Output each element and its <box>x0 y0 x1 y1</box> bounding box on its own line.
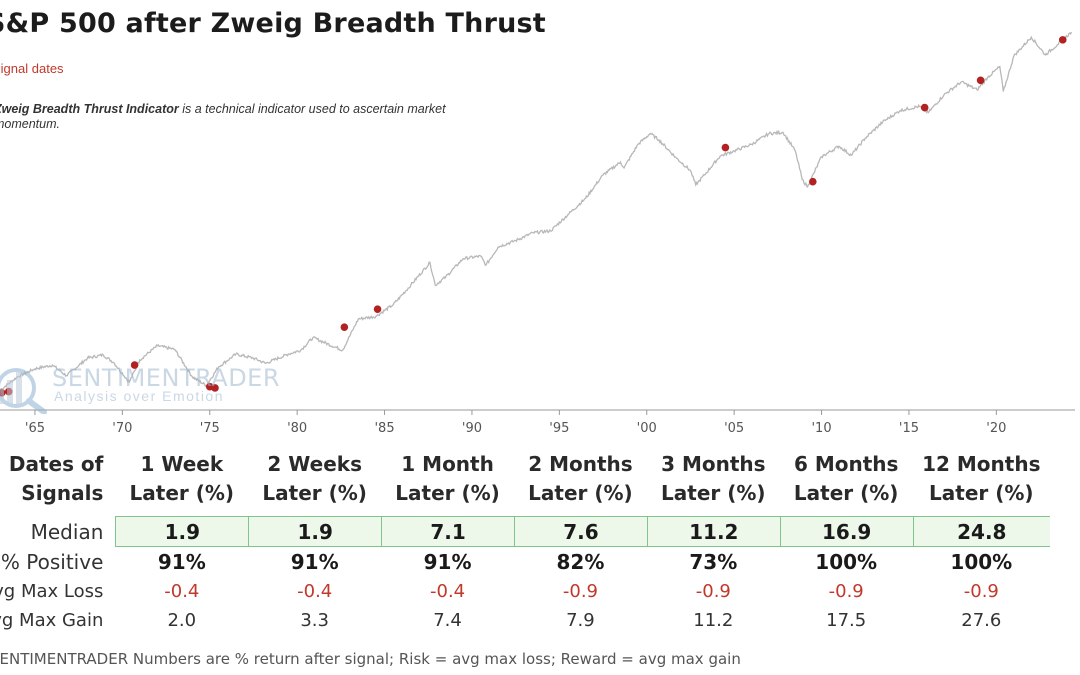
legend-signal-dates: Signal dates <box>0 61 64 76</box>
header-1-week: 1 Week Later (%) <box>129 452 235 505</box>
gain-12-months: 27.6 <box>961 610 1002 631</box>
signal-point <box>130 361 139 369</box>
loss-2-weeks: -0.4 <box>297 581 333 602</box>
row-max-gain: Avg Max Gain 2.0 3.3 7.4 7.9 11.2 17.5 2… <box>0 606 1050 635</box>
x-tick-label: '10 <box>811 421 831 436</box>
watermark-tagline: Analysis over Emotion <box>54 388 225 404</box>
gain-3-months: 11.2 <box>693 610 734 631</box>
chart-title: S&P 500 after Zweig Breadth Thrust <box>0 8 546 39</box>
signal-point <box>721 143 730 152</box>
positive-2-weeks: 91% <box>290 550 339 574</box>
header-2-months: 2 Months Later (%) <box>528 452 633 505</box>
x-tick-label: '15 <box>899 421 919 436</box>
x-tick-label: '00 <box>637 421 657 436</box>
signal-point <box>373 305 382 313</box>
indicator-description: is a technical indicator used to ascerta… <box>0 102 446 131</box>
header-signal-dates: Dates of Signals <box>8 452 104 505</box>
gain-2-weeks: 3.3 <box>300 610 329 631</box>
loss-12-months: -0.9 <box>963 581 999 602</box>
positive-1-week: 91% <box>157 550 206 574</box>
signal-point <box>211 384 219 392</box>
x-tick-label: '65 <box>25 421 45 436</box>
row-label-positive: % Positive <box>0 550 104 574</box>
median-2-weeks: 1.9 <box>248 516 382 547</box>
positive-3-months: 73% <box>689 550 738 574</box>
header-2-weeks: 2 Weeks Later (%) <box>262 452 367 505</box>
returns-table: Dates of Signals 1 Week Later (%) 2 Weeks L… <box>0 447 1050 635</box>
x-tick-label: '70 <box>112 421 132 436</box>
header-3-months: 3 Months Later (%) <box>661 452 766 505</box>
positive-1-month: 91% <box>423 550 472 574</box>
price-chart: '65 '70 '75 '80 '85 '90 '95 '00 '05 '10 '15 '20 <box>0 31 1075 436</box>
positive-12-months: 100% <box>950 550 1013 574</box>
median-1-week: 1.9 <box>115 516 249 547</box>
x-tick-label: '85 <box>374 421 394 436</box>
watermark: SENTIMENTRADER Analysis over Emotion <box>0 358 280 414</box>
gain-6-months: 17.5 <box>826 610 867 631</box>
median-3-months: 11.2 <box>646 516 780 547</box>
median-1-month: 7.1 <box>381 516 514 547</box>
x-tick-label: '05 <box>724 421 744 436</box>
header-6-months: 6 Months Later (%) <box>793 452 899 505</box>
x-tick-label: '80 <box>287 421 307 436</box>
median-6-months: 16.9 <box>779 516 913 547</box>
gain-1-month: 7.4 <box>433 610 462 631</box>
signal-point <box>920 103 929 112</box>
footer-note: SENTIMENTRADER Numbers are % return afte… <box>0 650 741 668</box>
x-tick-label: '75 <box>200 421 220 436</box>
x-tick-label: '20 <box>986 421 1006 436</box>
signal-point <box>976 76 985 85</box>
median-2-months: 7.6 <box>514 516 647 547</box>
header-12-months: 12 Months Later (%) <box>922 452 1041 505</box>
positive-6-months: 100% <box>815 550 878 574</box>
signal-point <box>1058 36 1067 44</box>
signal-point <box>809 177 817 186</box>
sp500-price-line <box>0 31 1073 391</box>
loss-1-week: -0.4 <box>164 581 200 602</box>
x-tick-label: '95 <box>549 421 569 436</box>
header-1-month: 1 Month Later (%) <box>395 452 500 505</box>
row-label-max-gain: Avg Max Gain <box>0 610 104 631</box>
loss-3-months: -0.9 <box>695 581 731 602</box>
chart-description: Zweig Breadth Thrust Indicator is a tech… <box>0 102 514 132</box>
positive-2-months: 82% <box>556 550 605 574</box>
table-header-row: Dates of Signals 1 Week Later (%) 2 Weeks L… <box>0 447 1050 516</box>
loss-1-month: -0.4 <box>430 581 466 602</box>
row-positive: % Positive 91% 91% 91% 82% 73% 100% 100% <box>0 547 1050 577</box>
x-tick-label: '90 <box>462 421 482 436</box>
watermark-name: SENTIMENTRADER <box>52 364 281 392</box>
chart-magnifier-icon <box>0 368 47 414</box>
loss-2-months: -0.9 <box>562 581 598 602</box>
row-max-loss: Avg Max Loss -0.4 -0.4 -0.4 -0.9 -0.9 -0… <box>0 577 1050 606</box>
row-label-median: Median <box>0 516 116 547</box>
gain-1-week: 2.0 <box>167 610 197 631</box>
median-12-months: 24.8 <box>912 516 1050 547</box>
signal-point <box>340 323 349 331</box>
row-median: Median 1.9 1.9 7.1 7.6 11.2 16.9 24.8 <box>0 516 1050 547</box>
indicator-name: Zweig Breadth Thrust Indicator <box>0 102 179 116</box>
loss-6-months: -0.9 <box>828 581 864 602</box>
gain-2-months: 7.9 <box>566 610 595 631</box>
row-label-max-loss: Avg Max Loss <box>0 581 104 602</box>
